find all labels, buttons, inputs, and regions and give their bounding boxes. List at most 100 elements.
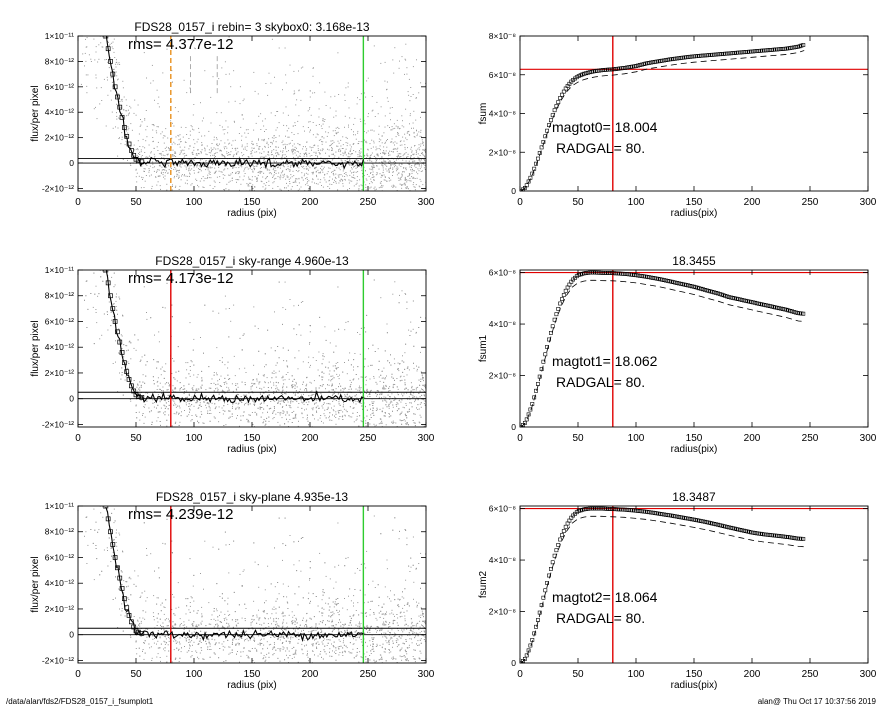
scatter-point (292, 125, 294, 127)
scatter-point (389, 160, 390, 162)
scatter-point (372, 245, 373, 246)
scatter-point (344, 115, 346, 117)
profile-marker (135, 158, 141, 163)
scatter-point (388, 436, 389, 437)
scatter-point (196, 376, 198, 378)
scatter-point (193, 364, 195, 366)
scatter-point (172, 81, 173, 83)
scatter-point (152, 140, 154, 142)
scatter-point (384, 61, 386, 63)
scatter-point (199, 180, 201, 182)
scatter-point (322, 353, 324, 355)
scatter-point (180, 151, 182, 153)
scatter-point (315, 406, 317, 408)
scatter-point (393, 164, 395, 166)
scatter-point (339, 180, 341, 182)
scatter-point (254, 186, 256, 187)
scatter-point (253, 401, 255, 403)
scatter-point (309, 381, 311, 383)
scatter-point (306, 414, 308, 416)
scatter-point (259, 152, 261, 154)
scatter-point (230, 86, 232, 88)
scatter-point (140, 149, 142, 151)
scatter-point (303, 403, 305, 405)
x-axis-label: radius (pix) (227, 208, 276, 219)
scatter-point (210, 152, 212, 154)
scatter-point (267, 144, 269, 146)
scatter-point (371, 428, 372, 429)
scatter-point (173, 428, 174, 429)
scatter-point (408, 188, 409, 190)
scatter-point (357, 154, 359, 156)
scatter-point (246, 183, 248, 185)
fsum-point (799, 43, 804, 48)
scatter-point (267, 151, 269, 153)
scatter-point (280, 164, 282, 166)
scatter-point (338, 200, 339, 201)
scatter-point (408, 329, 410, 331)
scatter-point (317, 134, 319, 136)
scatter-point (418, 392, 420, 394)
scatter-point (332, 409, 334, 411)
scatter-point (200, 170, 202, 172)
scatter-point (320, 429, 321, 430)
fsum-point (528, 175, 533, 180)
scatter-point (224, 383, 225, 385)
scatter-point (288, 190, 289, 191)
scatter-point (273, 384, 275, 386)
scatter-point (390, 150, 392, 152)
scatter-point (317, 156, 319, 158)
scatter-point (144, 119, 146, 121)
scatter-point (355, 138, 357, 140)
scatter-point (345, 172, 347, 173)
scatter-point (420, 371, 422, 373)
scatter-point (411, 150, 413, 152)
scatter-point (348, 388, 350, 390)
scatter-point (320, 193, 321, 194)
scatter-point (322, 123, 324, 125)
scatter-point (278, 281, 280, 283)
scatter-point (251, 412, 253, 413)
scatter-point (315, 171, 317, 173)
scatter-point (85, 38, 86, 40)
scatter-point (231, 147, 233, 149)
scatter-point (378, 138, 380, 140)
scatter-point (214, 181, 216, 183)
scatter-point (302, 161, 304, 163)
scatter-point (288, 378, 290, 380)
scatter-point (329, 415, 330, 417)
scatter-point (396, 190, 398, 191)
scatter-point (187, 195, 188, 196)
scatter-point (277, 389, 279, 391)
scatter-point (166, 389, 168, 391)
scatter-point (144, 354, 146, 356)
scatter-point (197, 400, 199, 402)
scatter-point (232, 403, 234, 405)
scatter-point (97, 239, 98, 240)
scatter-point (254, 151, 256, 153)
scatter-point (303, 217, 304, 218)
scatter-point (317, 419, 319, 421)
scatter-point (405, 293, 407, 295)
scatter-point (342, 175, 344, 177)
scatter-point (115, 340, 116, 342)
scatter-point (273, 155, 275, 157)
scatter-point (399, 60, 400, 62)
scatter-point (139, 125, 141, 127)
scatter-point (146, 312, 147, 313)
scatter-point (140, 124, 142, 126)
scatter-point (254, 90, 256, 92)
scatter-point (133, 155, 135, 157)
scatter-point (286, 130, 288, 132)
scatter-point (90, 58, 92, 60)
scatter-point (331, 147, 333, 149)
scatter-point (268, 429, 269, 430)
scatter-point (413, 132, 415, 134)
scatter-point (86, 46, 88, 48)
scatter-point (123, 96, 125, 98)
scatter-point (385, 161, 387, 163)
scatter-point (225, 424, 227, 426)
scatter-point (237, 393, 238, 395)
scatter-point (293, 134, 295, 135)
scatter-point (194, 47, 196, 49)
